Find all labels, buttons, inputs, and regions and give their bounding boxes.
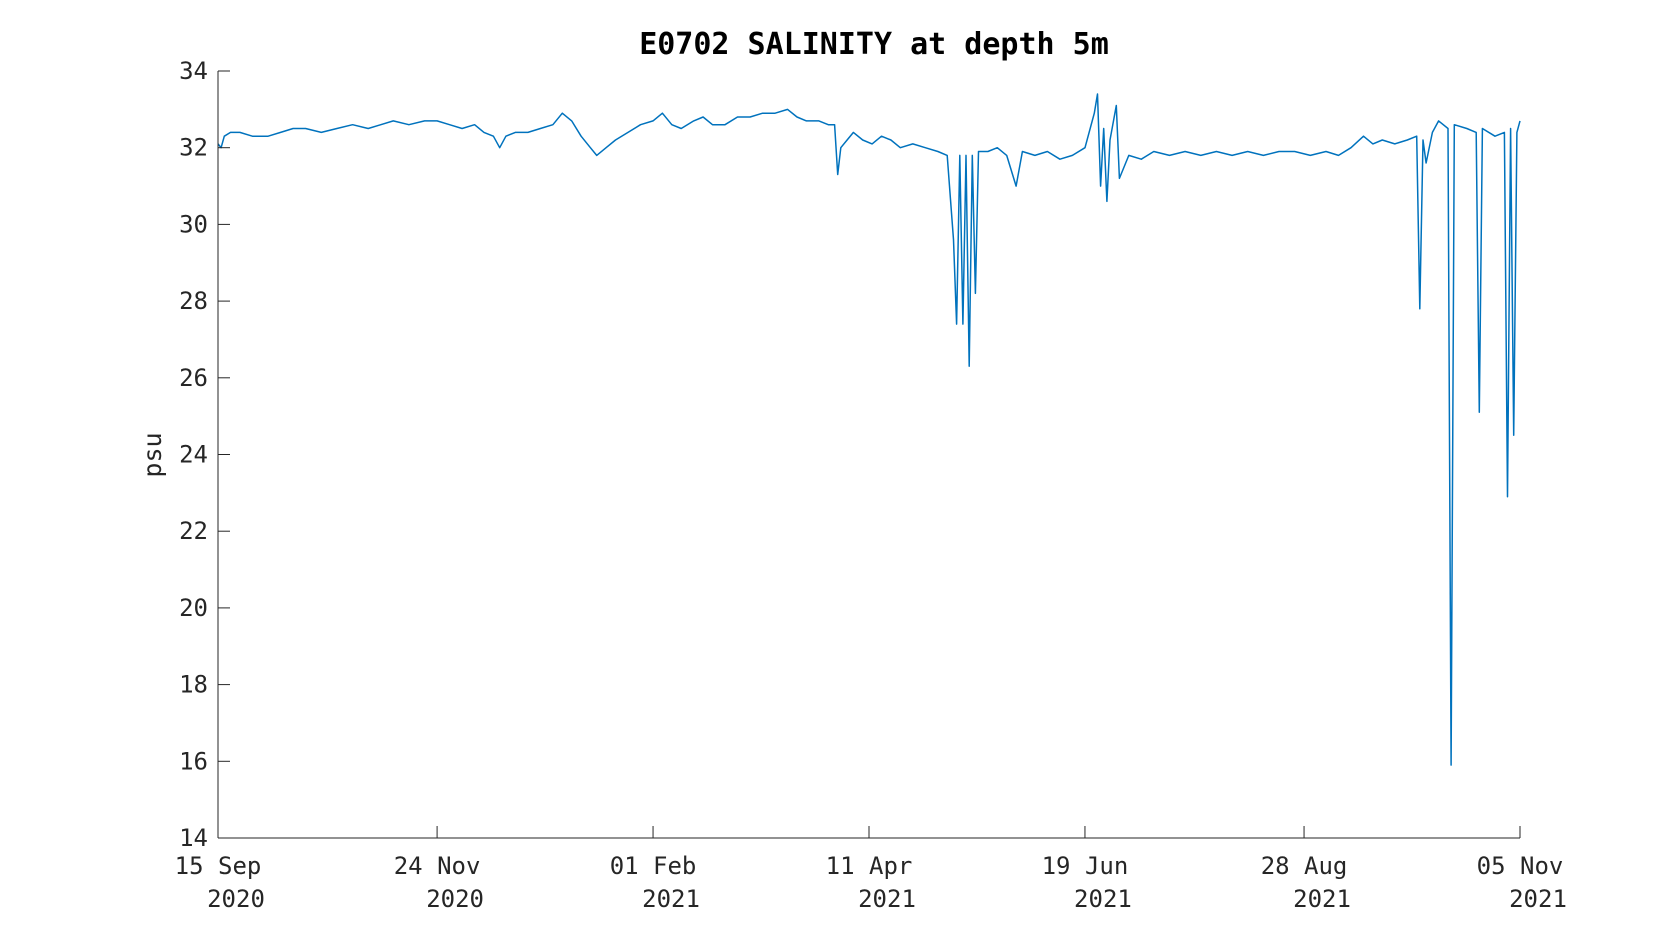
x-tick-label-date: 28 Aug <box>1261 852 1348 880</box>
x-tick-label-date: 15 Sep <box>175 852 262 880</box>
x-tick-label-year: 2021 <box>858 885 916 913</box>
y-tick-label: 20 <box>179 594 208 622</box>
x-tick-label-date: 24 Nov <box>394 852 481 880</box>
x-tick-label-date: 11 Apr <box>826 852 913 880</box>
y-axis-label: psu <box>138 432 167 477</box>
y-tick-label: 26 <box>179 364 208 392</box>
y-tick-label: 16 <box>179 747 208 775</box>
y-tick-label: 34 <box>179 57 208 85</box>
x-tick-label-year: 2020 <box>426 885 484 913</box>
y-tick-label: 14 <box>179 824 208 852</box>
x-tick-label-year: 2021 <box>1509 885 1567 913</box>
y-tick-label: 32 <box>179 134 208 162</box>
x-tick-label-date: 05 Nov <box>1477 852 1564 880</box>
chart-title: E0702 SALINITY at depth 5m <box>639 27 1109 62</box>
y-tick-label: 22 <box>179 517 208 545</box>
y-axis-ticks: 14 16 18 20 22 24 26 28 30 32 34 <box>179 57 230 852</box>
x-tick-label-date: 01 Feb <box>610 852 697 880</box>
salinity-series-line <box>217 93 1521 766</box>
x-tick-label-date: 19 Jun <box>1042 852 1129 880</box>
y-tick-label: 30 <box>179 210 208 238</box>
x-tick-label-year: 2021 <box>1293 885 1351 913</box>
x-axis-ticks: 15 Sep 2020 24 Nov 2020 01 Feb 2021 11 Apr 2021… <box>175 826 1567 913</box>
y-tick-label: 28 <box>179 287 208 315</box>
plot-series <box>217 93 1521 766</box>
y-tick-label: 18 <box>179 671 208 699</box>
y-tick-label: 24 <box>179 441 208 469</box>
x-tick-label-year: 2020 <box>207 885 265 913</box>
x-tick-label-year: 2021 <box>642 885 700 913</box>
x-tick-label-year: 2021 <box>1074 885 1132 913</box>
